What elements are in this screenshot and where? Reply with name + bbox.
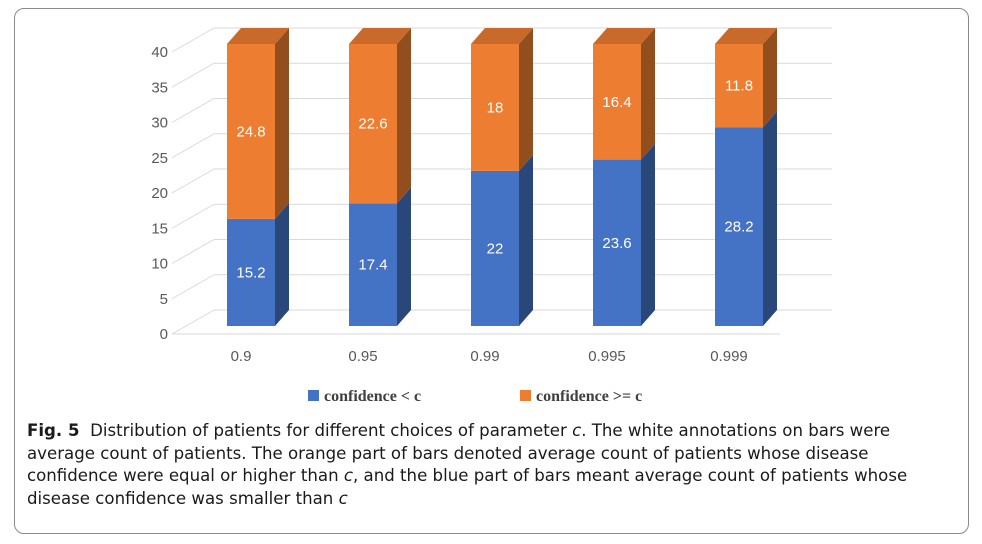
y-tick-label: 30 [151, 115, 168, 132]
x-tick-label: 0.999 [710, 348, 748, 365]
y-tick-label: 15 [151, 220, 168, 237]
bar-side [763, 28, 777, 128]
bar-side [397, 28, 411, 204]
bar-segment [715, 28, 777, 128]
caption-param-1: c [572, 421, 582, 440]
y-axis-ticks: 0 5 10 15 20 25 30 35 40 [151, 44, 168, 343]
side-gridline [171, 27, 215, 53]
x-axis-ticks: 0.9 0.95 0.99 0.995 0.999 [231, 348, 748, 365]
y-tick-label: 25 [151, 150, 168, 167]
legend-swatch [308, 390, 319, 401]
bar-front [349, 203, 397, 326]
bar-front [227, 218, 275, 326]
y-tick-label: 40 [151, 44, 168, 61]
side-gridline [171, 133, 215, 159]
bar-top [349, 28, 411, 44]
bar-side [641, 28, 655, 160]
data-label: 24.8 [236, 123, 265, 140]
caption-param-3: c [338, 488, 348, 508]
figure-label: Fig. 5 [27, 421, 80, 440]
y-tick-label: 35 [151, 79, 168, 96]
legend-label: confidence >= c [536, 388, 642, 405]
x-tick-label: 0.95 [348, 348, 377, 365]
caption-text-3: , and the blue part of bars meant averag… [27, 466, 908, 508]
bar-top [593, 28, 655, 44]
data-label: 22.6 [358, 116, 387, 133]
bar-front [593, 159, 641, 326]
legend-label: confidence < c [324, 388, 421, 405]
figure-caption: Fig. 5 Distribution of patients for diff… [27, 420, 957, 510]
data-labels-layer: 15.2 24.8 17.4 22.6 22 18 23.6 16.4 28.2 11.8 [236, 78, 753, 282]
bar-front [715, 44, 763, 128]
bars-layer [227, 28, 777, 326]
caption-text-2: . The white annotations on bars were ave… [27, 421, 891, 485]
bar-side [275, 202, 289, 326]
bar-top [227, 28, 289, 44]
data-label: 18 [487, 99, 504, 116]
bar-segment [227, 202, 289, 326]
data-label: 28.2 [724, 219, 753, 236]
side-gridline [171, 168, 215, 194]
bar-segment [593, 143, 655, 326]
data-label: 11.8 [725, 78, 753, 95]
legend-swatch [520, 390, 531, 401]
side-gridline [171, 239, 215, 264]
side-gridline [171, 274, 215, 300]
side-gridline [171, 203, 215, 229]
bar-front [715, 127, 763, 326]
x-tick-label: 0.995 [588, 348, 626, 365]
bar-side [641, 143, 655, 326]
bar-side [275, 28, 289, 219]
data-label: 16.4 [602, 94, 631, 111]
y-tick-label: 0 [160, 326, 168, 343]
bar-segment [227, 28, 289, 219]
bar-side [519, 28, 533, 171]
side-gridline [171, 309, 215, 335]
bar-side [397, 187, 411, 326]
bar-front [471, 170, 519, 326]
caption-text-1: Distribution of patients for different c… [90, 421, 573, 440]
data-label: 22 [487, 240, 504, 257]
data-label: 23.6 [602, 235, 631, 252]
x-tick-label: 0.9 [231, 348, 252, 365]
legend: confidence < c confidence >= c [308, 388, 642, 405]
stacked-bar-chart: 0 5 10 15 20 25 30 35 40 15.2 24.8 17.4 22.6 22 18 23.… [151, 27, 832, 405]
bar-top [471, 28, 533, 44]
bar-segment [593, 28, 655, 160]
data-label: 17.4 [358, 257, 387, 274]
bar-top [715, 28, 777, 44]
side-gridline [171, 98, 215, 123]
bar-segment [715, 111, 777, 326]
bar-segment [471, 154, 533, 326]
bar-segment [349, 28, 411, 204]
bar-front [227, 44, 275, 219]
y-tick-label: 10 [151, 256, 168, 273]
caption-param-2: c [343, 466, 353, 485]
bar-front [349, 44, 397, 204]
bar-segment [471, 28, 533, 171]
bar-front [471, 44, 519, 171]
y-tick-label: 20 [151, 185, 168, 202]
bar-side [763, 111, 777, 326]
bar-segment [349, 187, 411, 326]
x-tick-label: 0.99 [470, 348, 499, 365]
data-label: 15.2 [236, 264, 265, 281]
y-tick-label: 5 [160, 291, 168, 308]
bar-front [593, 44, 641, 160]
side-gridline [171, 62, 215, 88]
bar-side [519, 154, 533, 326]
